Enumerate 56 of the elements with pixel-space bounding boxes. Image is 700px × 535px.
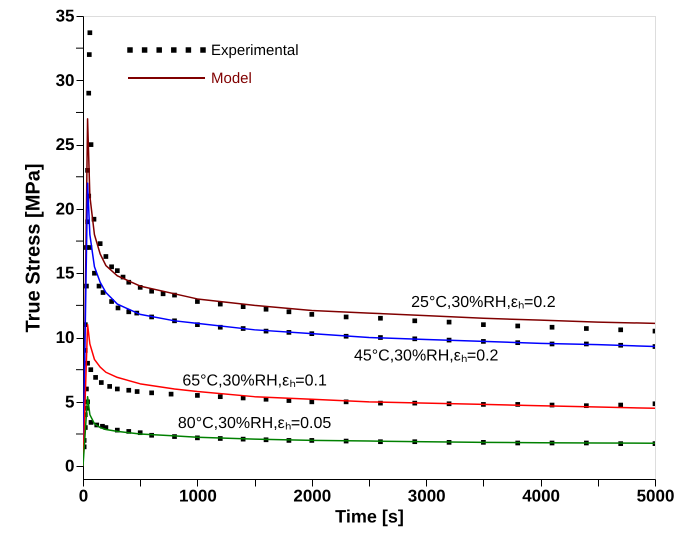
annotation: 65°C,30%RH,εₕ=0.1: [182, 372, 327, 390]
point: [286, 309, 292, 314]
point: [116, 306, 120, 310]
point: [88, 142, 94, 147]
annotation: 45°C,30%RH,εₕ=0.2: [354, 347, 499, 364]
point: [114, 268, 120, 273]
point: [550, 324, 554, 330]
annotation: 80°C,30%RH,εₕ=0.05: [178, 415, 332, 432]
point: [218, 394, 223, 400]
point: [168, 392, 174, 396]
y-tick-label: 5: [65, 392, 74, 412]
x-tick-label: 2000: [293, 486, 332, 506]
point: [481, 322, 486, 328]
x-tick-label: 3000: [408, 486, 446, 506]
y-tick-label: 20: [56, 199, 74, 218]
y-tick-label: 25: [56, 135, 74, 154]
point: [264, 306, 268, 312]
point: [93, 375, 98, 380]
point: [86, 52, 92, 57]
x-tick-label: 0: [78, 486, 88, 506]
annotation: 25°C,30%RH,εₕ=0.2: [411, 294, 556, 312]
line-series: [83, 396, 655, 467]
x-tick-label: 4000: [522, 486, 560, 506]
point: [88, 367, 94, 372]
point: [149, 390, 154, 396]
y-tick-label: 30: [56, 70, 74, 90]
text: Model: [211, 70, 252, 87]
point: [114, 386, 120, 392]
point: [134, 389, 140, 394]
point: [98, 241, 103, 246]
point: [378, 316, 383, 321]
point: [584, 326, 589, 331]
point: [160, 291, 166, 296]
point: [86, 90, 92, 96]
point: [515, 324, 520, 328]
point: [412, 318, 418, 324]
point: [98, 380, 104, 385]
point: [195, 393, 200, 398]
y-tick-label: 10: [56, 328, 74, 348]
point: [126, 388, 132, 393]
point: [96, 284, 102, 288]
point: [309, 312, 314, 317]
x-tick-label: 5000: [636, 486, 674, 506]
point: [88, 30, 92, 36]
y-axis-title: True Stress [MPa]: [22, 164, 45, 332]
x-axis-title: Time [s]: [335, 506, 404, 526]
point: [344, 314, 348, 320]
y-tick-label: 15: [56, 264, 74, 283]
y-tick-label: 0: [65, 456, 74, 476]
point: [104, 254, 108, 259]
point: [618, 327, 624, 332]
legend-label: Experimental: [211, 42, 299, 59]
y-tick-label: 35: [56, 6, 74, 26]
x-tick-label: 1000: [178, 486, 217, 506]
point: [107, 384, 112, 389]
point: [446, 320, 452, 324]
